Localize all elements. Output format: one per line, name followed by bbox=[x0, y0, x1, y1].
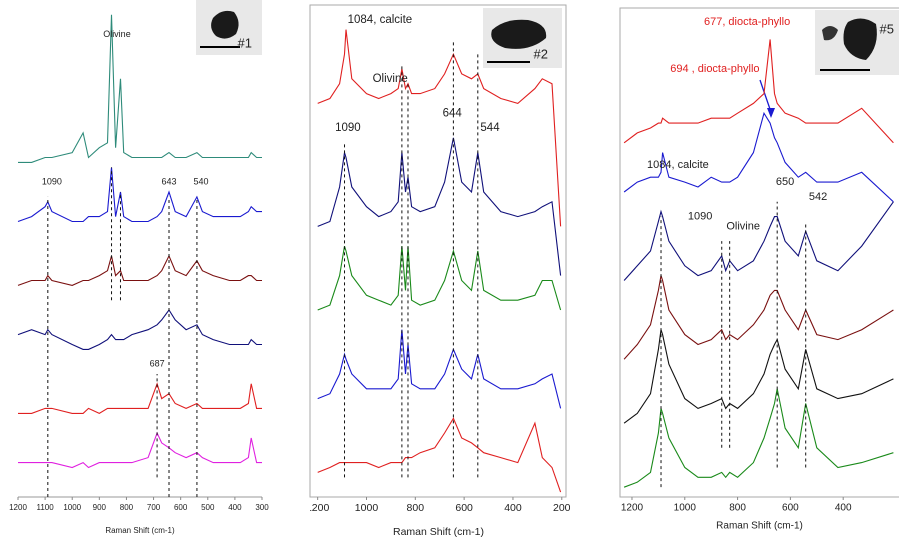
inset-photo bbox=[483, 8, 562, 68]
spectrum-line bbox=[17, 167, 262, 223]
annotation: 540 bbox=[193, 176, 208, 186]
x-tick-label: 400 bbox=[835, 503, 852, 514]
badge: #1 bbox=[238, 35, 252, 50]
annotation: 650 bbox=[776, 176, 794, 188]
spectrum-line bbox=[317, 245, 562, 311]
annotation: 1090 bbox=[688, 210, 712, 222]
annotation: Olivine bbox=[726, 220, 760, 232]
spectrum-line bbox=[317, 417, 562, 493]
panel: 1200 1000 800 600 400 Raman Shift (cm-1) 677, … bbox=[621, 16, 894, 532]
inset-photo bbox=[815, 10, 899, 75]
annotation: 644 bbox=[443, 107, 463, 119]
arrow bbox=[759, 79, 775, 118]
annotation: 1084, calcite bbox=[647, 159, 709, 171]
x-tick-label: 600 bbox=[174, 503, 188, 512]
x-tick-label: 1100 bbox=[37, 503, 55, 512]
x-tick-label: 900 bbox=[93, 503, 107, 512]
spectrum-line bbox=[317, 137, 562, 276]
spectrum-line bbox=[17, 254, 262, 286]
x-tick-label: 300 bbox=[255, 503, 269, 512]
x-tick-label: 600 bbox=[455, 502, 473, 514]
spectrum-line bbox=[623, 111, 894, 203]
spectrum-line bbox=[317, 29, 562, 227]
spectrum-line bbox=[17, 309, 262, 350]
panel-frame bbox=[309, 4, 567, 498]
annotation: 1090 bbox=[335, 122, 361, 134]
spectrum-line bbox=[18, 431, 262, 469]
annotation: 694 , diocta-phyllo bbox=[670, 63, 759, 75]
annotation: Olivine bbox=[103, 29, 131, 39]
x-tick-label: 1000 bbox=[355, 502, 379, 514]
x-tick-label: 1000 bbox=[63, 503, 81, 512]
spectrum-line bbox=[623, 388, 894, 488]
spectrum-line bbox=[317, 329, 562, 409]
panel-frame bbox=[619, 7, 899, 498]
spectrum-line bbox=[623, 39, 894, 144]
inset-photo bbox=[196, 0, 262, 55]
annotation: 1084, calcite bbox=[348, 14, 413, 26]
x-tick-label: 800 bbox=[407, 502, 425, 514]
annotation: 643 bbox=[161, 176, 176, 186]
panel: 1200 1100 1000 900 800 700 600 500 400 300 Raman S… bbox=[9, 14, 269, 535]
x-tick-label: 500 bbox=[201, 503, 215, 512]
x-tick-label: 600 bbox=[782, 503, 799, 514]
x-axis-label: Raman Shift (cm-1) bbox=[716, 521, 803, 532]
badge: #2 bbox=[534, 46, 548, 61]
spectrum-line bbox=[623, 201, 894, 281]
annotation: 542 bbox=[809, 191, 827, 203]
x-axis-label: Raman Shift (cm-1) bbox=[105, 526, 175, 535]
spectrum-line bbox=[18, 382, 262, 415]
badge: #5 bbox=[880, 21, 894, 36]
annotation: Olivine bbox=[373, 73, 408, 85]
x-tick-label: 800 bbox=[120, 503, 134, 512]
x-tick-label: 1200 bbox=[621, 503, 644, 514]
x-tick-label: 1000 bbox=[674, 503, 697, 514]
annotation: 687 bbox=[150, 359, 165, 369]
annotation: 677, diocta-phyllo bbox=[704, 16, 790, 28]
panel: 1200 1000 800 600 400 200 Raman Shift (cm-1) 10… bbox=[306, 14, 571, 538]
x-tick-label: 1200 bbox=[306, 502, 330, 514]
x-tick-label: 800 bbox=[729, 503, 746, 514]
annotation: 544 bbox=[480, 122, 500, 134]
x-axis-label: Raman Shift (cm-1) bbox=[393, 526, 484, 538]
spectrum-line bbox=[623, 275, 894, 360]
spectrum-line bbox=[18, 14, 262, 163]
x-tick-label: 400 bbox=[228, 503, 242, 512]
x-tick-label: 400 bbox=[504, 502, 522, 514]
x-tick-label: 200 bbox=[553, 502, 571, 514]
spectrum-line bbox=[623, 329, 894, 424]
x-tick-label: 700 bbox=[147, 503, 161, 512]
annotation: 1090 bbox=[42, 176, 62, 186]
x-tick-label: 1200 bbox=[9, 503, 27, 512]
